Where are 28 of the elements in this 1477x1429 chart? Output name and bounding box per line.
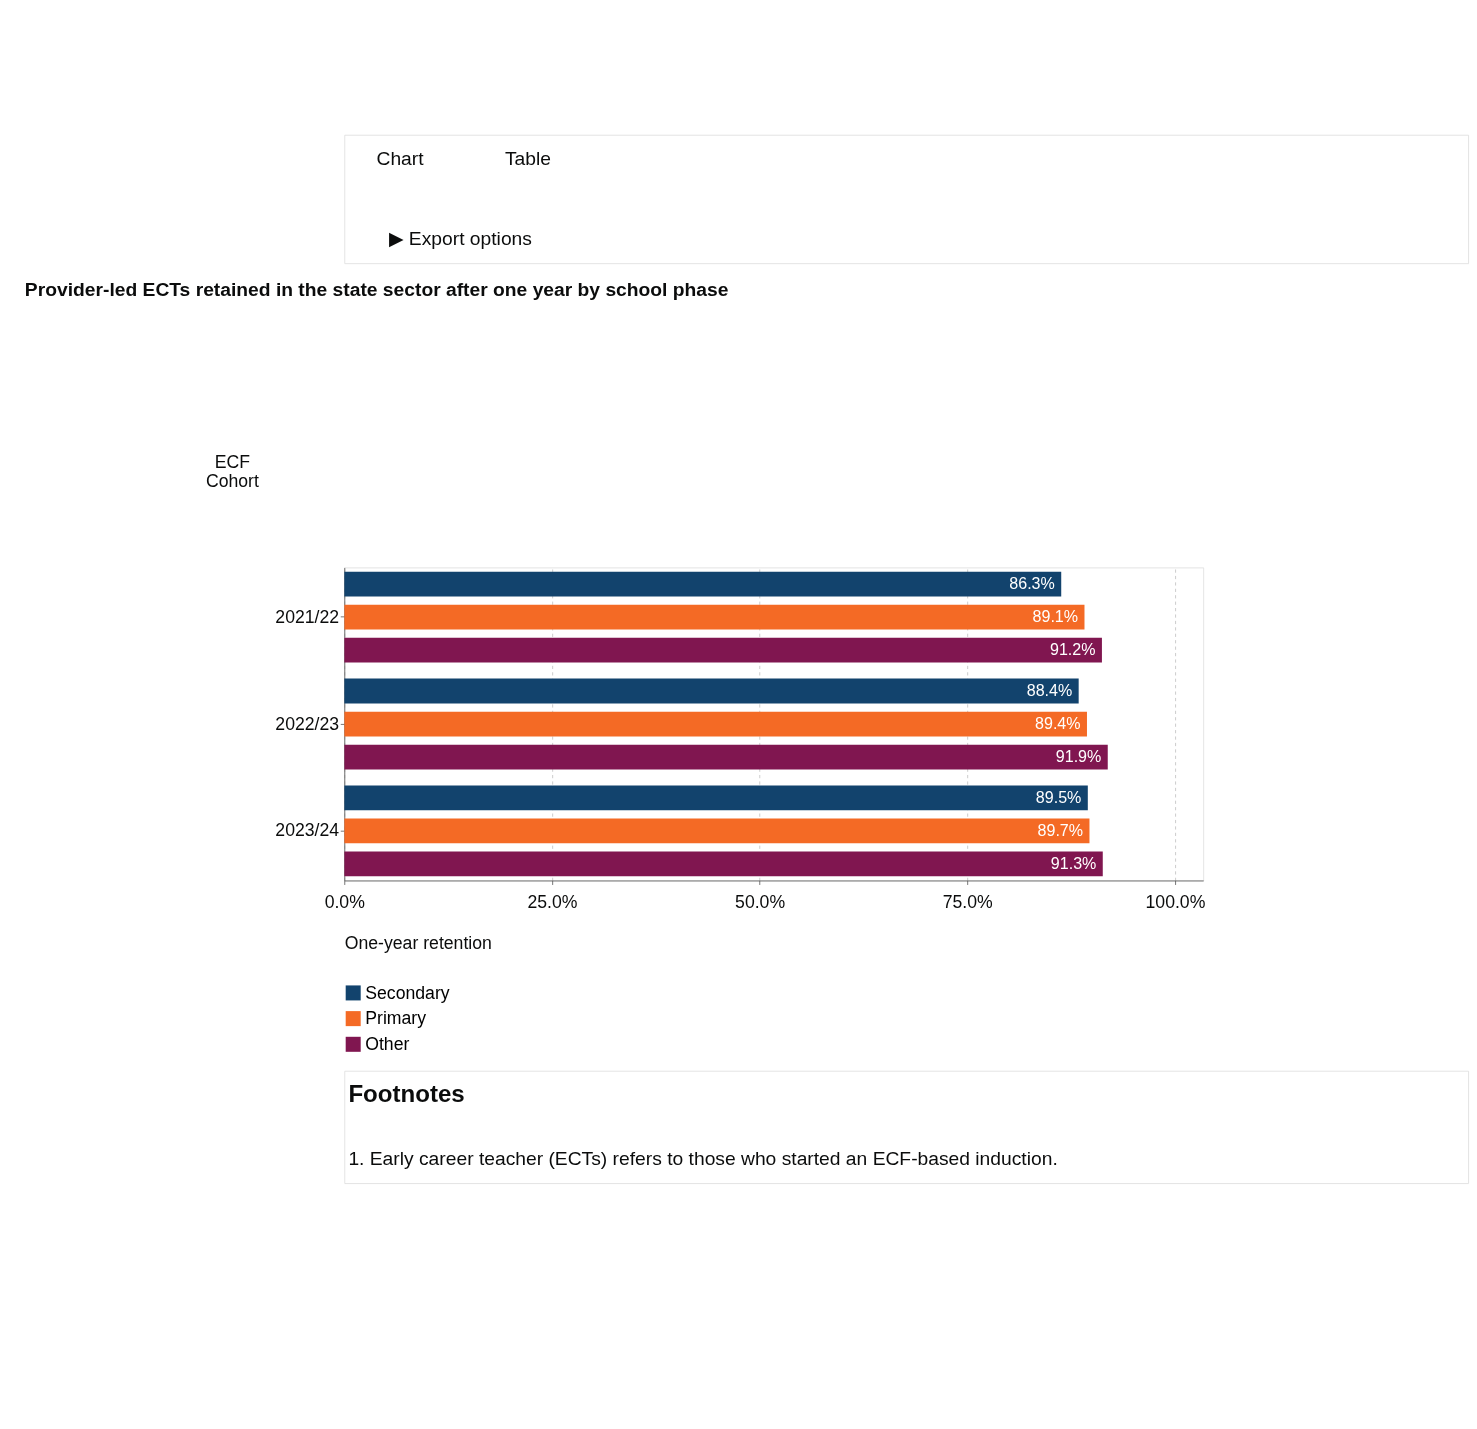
data-label: 89.4% <box>1035 713 1081 732</box>
y-tick-label: 2021/22 <box>275 606 340 627</box>
legend-label: Secondary <box>365 982 450 1003</box>
y-axis-title: ECF Cohort <box>205 451 259 491</box>
y-tick-label: 2022/23 <box>275 713 340 734</box>
text: Table <box>504 147 551 169</box>
data-label: 89.7% <box>1037 820 1084 839</box>
data-label: 86.3% <box>1009 573 1055 592</box>
text: Chart <box>376 147 425 169</box>
text: Footnotes <box>348 1080 465 1108</box>
data-label: 89.1% <box>1032 606 1079 625</box>
x-tick-label: 50.0% <box>735 892 786 913</box>
data-label: 91.3% <box>1050 853 1097 872</box>
chart-title: Provider-led ECTs retained in the state sector after one year by school phase <box>24 279 729 301</box>
text: ▶ Export options <box>388 227 532 249</box>
data-label: 91.9% <box>1055 746 1102 765</box>
x-tick-label: 75.0% <box>942 892 994 913</box>
data-label: 91.2% <box>1049 640 1096 659</box>
x-tick-label: 25.0% <box>527 892 578 913</box>
x-tick-label: 0.0% <box>324 892 366 913</box>
legend-label: Primary <box>365 1008 427 1029</box>
x-tick-label: 100.0% <box>1145 892 1206 913</box>
legend-label: Other <box>365 1033 410 1054</box>
y-tick-label: 2023/24 <box>275 820 340 841</box>
data-label: 89.5% <box>1035 787 1082 806</box>
x-axis-title: One-year retention <box>344 933 492 954</box>
text: 1. Early career teacher (ECTs) refers to those who started an ECF-based induction. <box>348 1147 1058 1169</box>
data-label: 88.4% <box>1026 680 1073 699</box>
